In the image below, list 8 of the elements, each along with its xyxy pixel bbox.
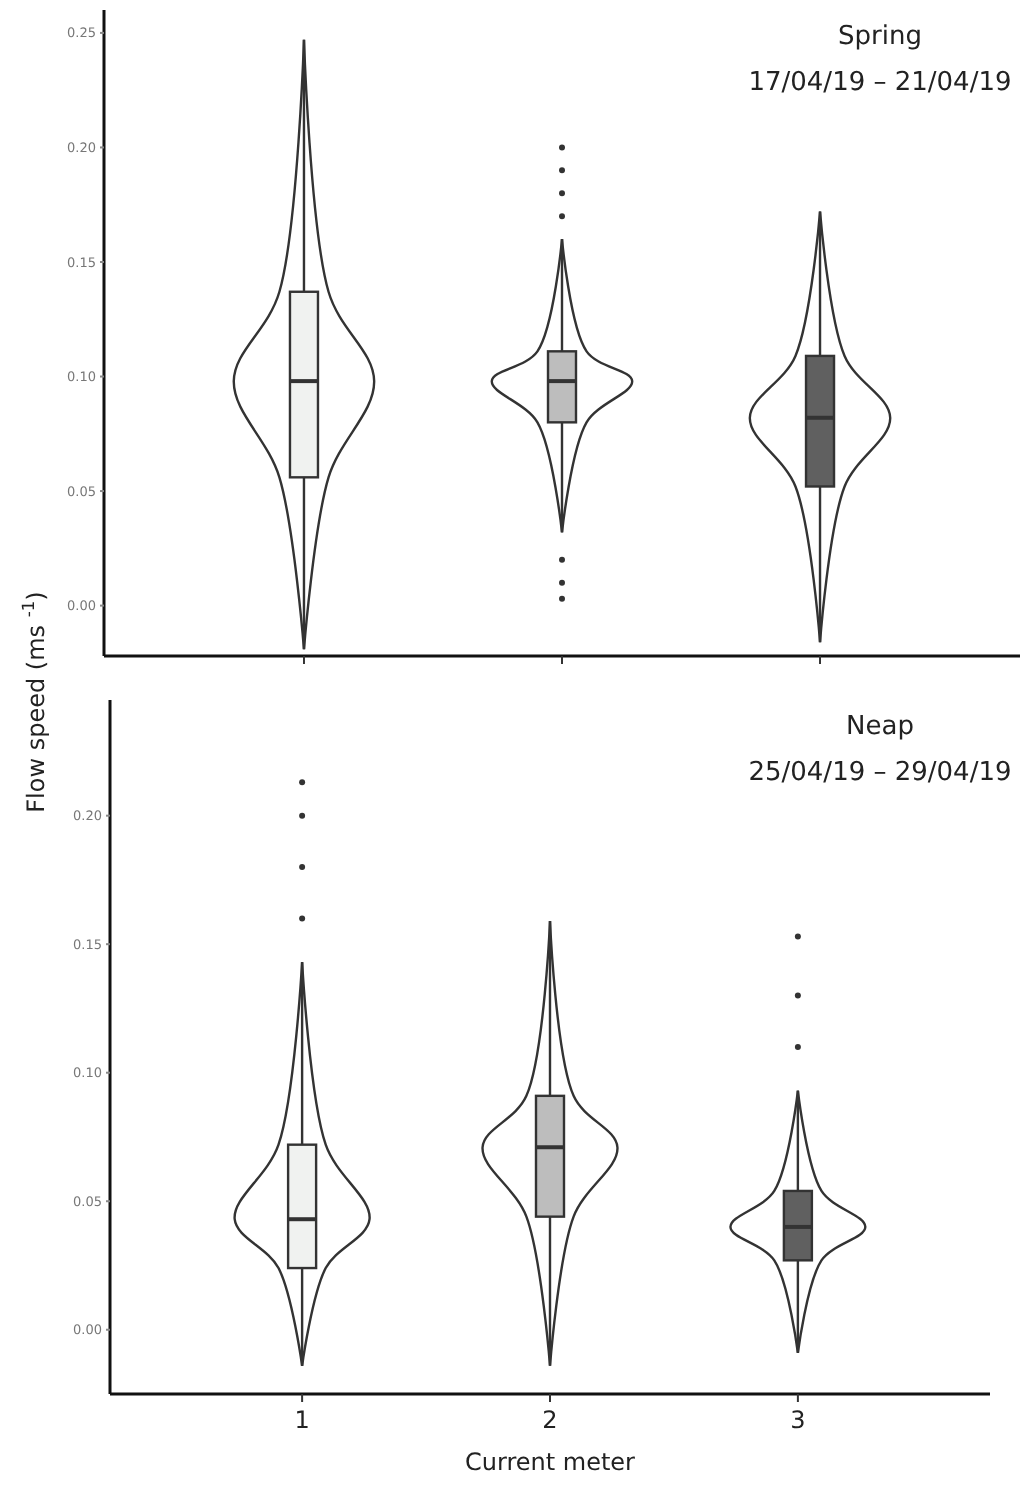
x-axis-title: Current meter [465,1448,636,1476]
text: 17/04/19 – 21/04/19 [748,68,1012,98]
text: Spring [838,22,922,52]
text: 25/04/19 – 29/04/19 [748,758,1012,788]
x-tick-label: 2 [542,1406,558,1434]
x-tick-label: 3 [790,1406,806,1434]
text: Neap [846,712,914,742]
x-tick-label: 1 [294,1406,310,1434]
